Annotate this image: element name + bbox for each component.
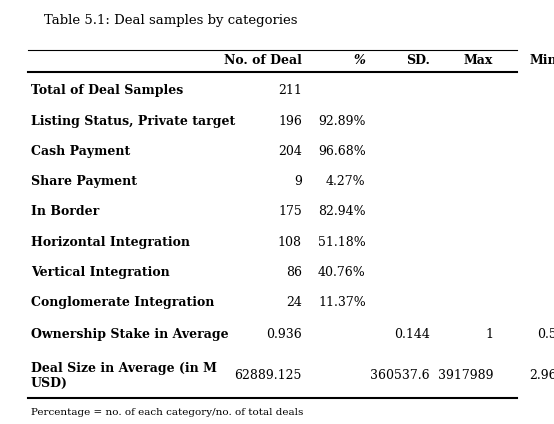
Text: 196: 196 — [278, 114, 302, 128]
Text: 4.27%: 4.27% — [326, 175, 366, 188]
Text: Deal Size in Average (in M
USD): Deal Size in Average (in M USD) — [30, 362, 217, 390]
Text: No. of Deal: No. of Deal — [224, 54, 302, 67]
Text: 1: 1 — [485, 328, 494, 341]
Text: 0.936: 0.936 — [266, 328, 302, 341]
Text: Percentage = no. of each category/no. of total deals: Percentage = no. of each category/no. of… — [30, 408, 303, 418]
Text: 204: 204 — [278, 145, 302, 158]
Text: 360537.6: 360537.6 — [370, 369, 429, 382]
Text: Min: Min — [530, 54, 554, 67]
Text: 9: 9 — [294, 175, 302, 188]
Text: 211: 211 — [278, 84, 302, 97]
Text: 92.89%: 92.89% — [318, 114, 366, 128]
Text: 62889.125: 62889.125 — [234, 369, 302, 382]
Text: Cash Payment: Cash Payment — [30, 145, 130, 158]
Text: Listing Status, Private target: Listing Status, Private target — [30, 114, 235, 128]
Text: 96.68%: 96.68% — [318, 145, 366, 158]
Text: Horizontal Integration: Horizontal Integration — [30, 236, 189, 249]
Text: Share Payment: Share Payment — [30, 175, 137, 188]
Text: SD.: SD. — [406, 54, 429, 67]
Text: 11.37%: 11.37% — [318, 296, 366, 310]
Text: Conglomerate Integration: Conglomerate Integration — [30, 296, 214, 310]
Text: Vertical Integration: Vertical Integration — [30, 266, 170, 279]
Text: 86: 86 — [286, 266, 302, 279]
Text: Ownership Stake in Average: Ownership Stake in Average — [30, 328, 228, 341]
Text: 24: 24 — [286, 296, 302, 310]
Text: 108: 108 — [278, 236, 302, 249]
Text: 2.96: 2.96 — [530, 369, 554, 382]
Text: 51.18%: 51.18% — [318, 236, 366, 249]
Text: Table 5.1: Deal samples by categories: Table 5.1: Deal samples by categories — [44, 14, 297, 27]
Text: Max: Max — [464, 54, 494, 67]
Text: Total of Deal Samples: Total of Deal Samples — [30, 84, 183, 97]
Text: 3917989: 3917989 — [438, 369, 494, 382]
Text: %: % — [354, 54, 366, 67]
Text: 0.5: 0.5 — [537, 328, 554, 341]
Text: 175: 175 — [278, 206, 302, 218]
Text: 82.94%: 82.94% — [318, 206, 366, 218]
Text: 0.144: 0.144 — [394, 328, 429, 341]
Text: 40.76%: 40.76% — [318, 266, 366, 279]
Text: In Border: In Border — [30, 206, 99, 218]
